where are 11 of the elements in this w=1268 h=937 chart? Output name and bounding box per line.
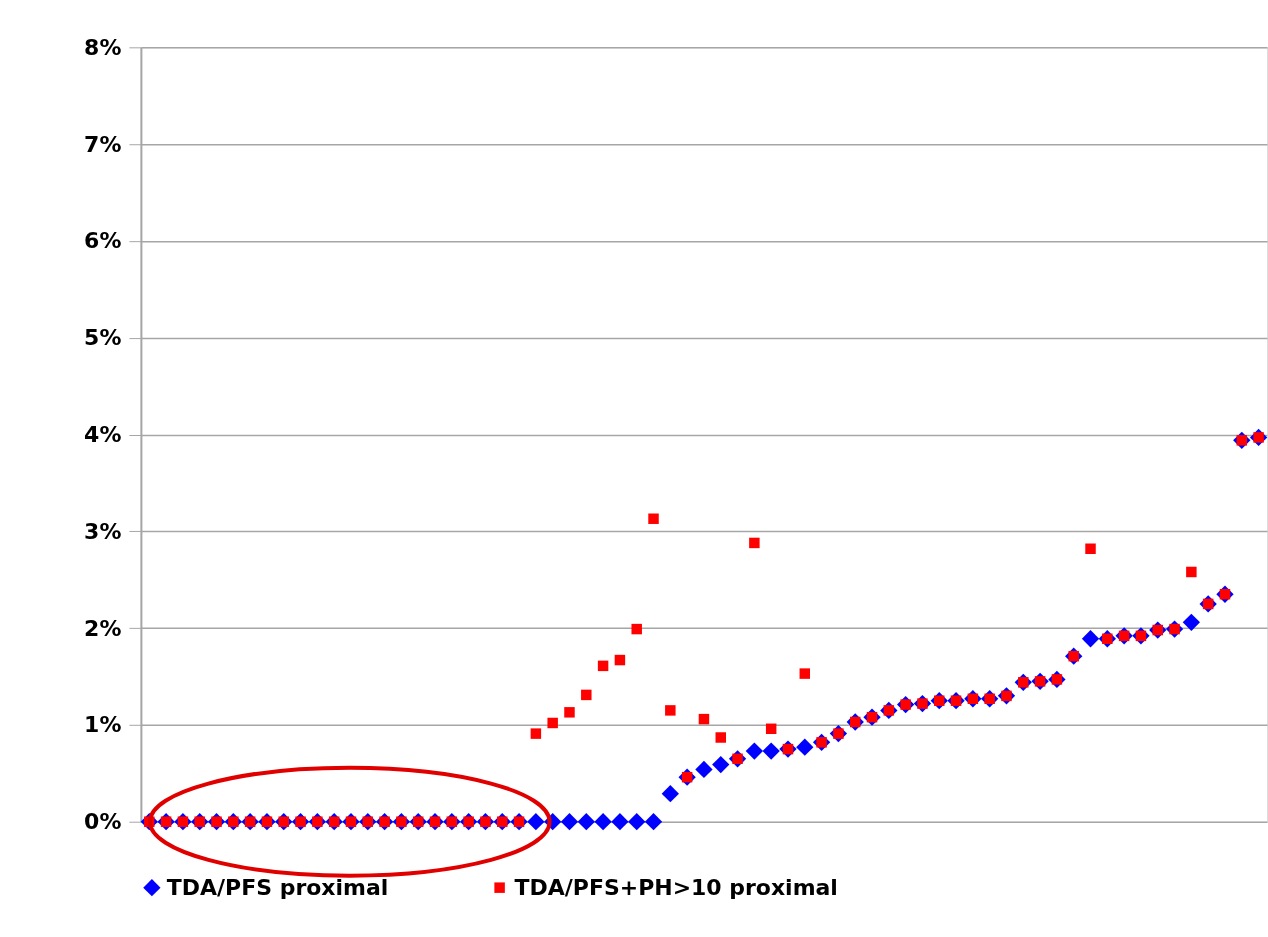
y-tick-label: 2% [84,615,122,641]
y-tick-label: 4% [84,422,122,448]
y-tick-label: 3% [84,518,122,544]
y-tick-label: 7% [84,131,122,157]
y-tick-label: 5% [84,325,122,351]
y-tick-label: 6% [84,228,122,254]
legend-label: TDA/PFS+PH>10 proximal [514,874,838,900]
y-tick-label: 0% [84,809,122,835]
legend-label: TDA/PFS proximal [166,874,389,900]
y-tick-label: 1% [84,712,122,738]
y-tick-label: 8% [84,34,122,60]
